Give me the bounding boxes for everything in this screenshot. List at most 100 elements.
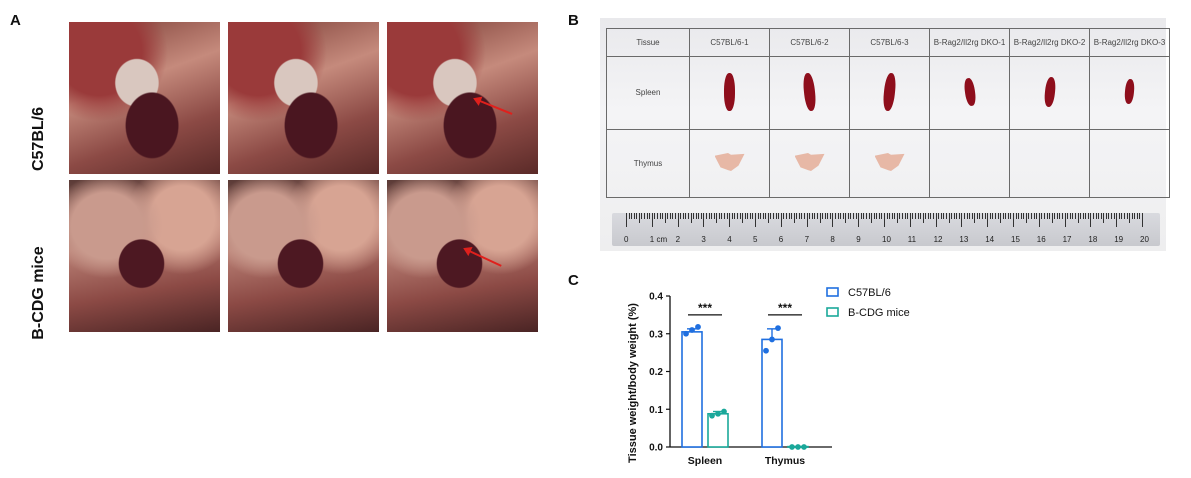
ruler-tick (698, 213, 700, 219)
ruler-tick (922, 213, 924, 223)
ruler-tick (1059, 213, 1061, 219)
ruler-tick (654, 213, 656, 219)
spleen-c57-3 (882, 72, 897, 111)
ruler-tick (736, 213, 738, 219)
ruler-tick (871, 213, 873, 223)
ruler-tick (806, 213, 808, 227)
ruler-tick (907, 213, 909, 219)
ruler-tick (1074, 213, 1076, 219)
ruler-tick (1020, 213, 1022, 219)
legend-swatch (826, 287, 839, 297)
data-point (795, 444, 801, 450)
ruler-tick (651, 213, 653, 227)
ruler-tick (933, 213, 935, 219)
ruler-number: 6 (778, 235, 784, 244)
ruler-tick (1082, 213, 1084, 219)
y-tick-label: 0.2 (649, 367, 663, 378)
data-point (789, 444, 795, 450)
ruler-tick (863, 213, 865, 219)
ruler-tick (891, 213, 893, 219)
thymus-c57-2 (794, 153, 825, 171)
ruler-tick (659, 213, 661, 219)
data-point (689, 327, 695, 333)
header-dko-1: B-Rag2/Il2rg DKO-1 (929, 28, 1010, 57)
x-tick-label: Thymus (765, 455, 805, 467)
y-tick-label: 0.4 (649, 292, 663, 303)
ruler-tick (1054, 213, 1056, 219)
ruler-tick (724, 213, 726, 219)
ruler-tick (1129, 213, 1131, 223)
ruler-tick (646, 213, 648, 219)
header-dko-3: B-Rag2/Il2rg DKO-3 (1089, 28, 1170, 57)
ruler-tick (685, 213, 687, 219)
ruler-tick (669, 213, 671, 219)
ruler-tick (984, 213, 986, 219)
red-arrow-icon (474, 98, 513, 115)
ruler-tick (1007, 213, 1009, 219)
ruler-number: 14 (985, 235, 995, 244)
ruler-tick (747, 213, 749, 219)
ruler-tick (721, 213, 723, 219)
ruler-tick (731, 213, 733, 219)
ruler-tick (1103, 213, 1105, 223)
ruler-tick (703, 213, 705, 227)
ruler-tick (920, 213, 922, 219)
ruler-tick (1031, 213, 1033, 219)
ruler-tick (1005, 213, 1007, 219)
ruler-tick (845, 213, 847, 223)
ruler-tick (633, 213, 635, 219)
ruler-tick (912, 213, 914, 219)
ruler-tick (951, 213, 953, 219)
ruler-tick (770, 213, 772, 219)
row-label-thymus: Thymus (606, 129, 690, 198)
ruler-tick (716, 213, 718, 223)
data-point (683, 330, 689, 337)
ruler-tick (631, 213, 633, 219)
ruler-tick (1123, 213, 1125, 219)
header-c57-2: C57BL/6-2 (769, 28, 850, 57)
ruler-tick (853, 213, 855, 219)
ruler-tick (700, 213, 702, 219)
ruler-tick (796, 213, 798, 219)
ruler-tick (1092, 213, 1094, 219)
legend-label: C57BL/6 (848, 287, 891, 299)
ruler-tick (695, 213, 697, 219)
ruler-tick (819, 213, 821, 223)
bar-0-0 (681, 331, 703, 448)
ruler-tick (752, 213, 754, 219)
ruler-tick (930, 213, 932, 219)
ruler-number: 10 (882, 235, 891, 244)
ruler-number: 12 (933, 235, 943, 244)
ruler-tick (827, 213, 829, 219)
ruler-tick (780, 213, 782, 227)
ruler-tick (878, 213, 880, 219)
ruler-tick (881, 213, 883, 219)
ruler-tick (904, 213, 906, 219)
ruler-tick (876, 213, 878, 219)
ruler-tick (969, 213, 971, 219)
thymus-c57-3 (874, 153, 905, 171)
data-point (695, 324, 701, 330)
ruler-tick (894, 213, 896, 219)
ruler-number: 9 (856, 235, 861, 244)
ruler-tick (1056, 213, 1058, 219)
ruler-tick (884, 213, 885, 227)
ruler-tick (742, 213, 744, 223)
ruler-tick (1118, 213, 1120, 219)
ruler-tick (982, 213, 984, 219)
ruler-tick (1100, 213, 1102, 219)
header-c57-3: C57BL/6-3 (849, 28, 930, 57)
ruler-tick (744, 213, 746, 219)
ruler-tick (829, 213, 831, 219)
bcdg-photo-2 (228, 180, 379, 332)
ruler-tick (953, 213, 955, 219)
ruler-tick (1067, 213, 1069, 219)
ruler-tick (1113, 213, 1115, 219)
ruler-tick (809, 213, 811, 219)
ruler-tick (943, 213, 945, 219)
ruler-tick (682, 213, 684, 219)
ruler-tick (850, 213, 852, 219)
significance-label: *** (698, 301, 712, 315)
ruler-tick (1043, 213, 1045, 219)
ruler-tick (847, 213, 849, 219)
